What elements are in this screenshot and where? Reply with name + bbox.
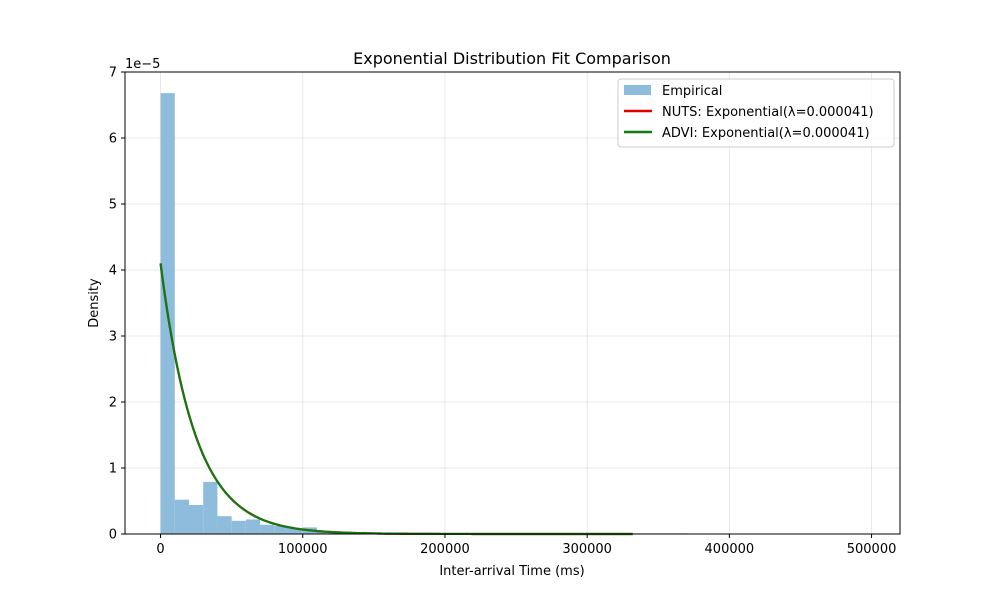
y-tick-label-2: 2 — [109, 396, 117, 411]
legend-label-empirical: Empirical — [662, 84, 722, 99]
x-tick-label-5: 500000 — [847, 542, 897, 557]
x-axis-ticks: 0 100000 200000 300000 400000 500000 — [156, 534, 896, 557]
x-axis-label: Inter-arrival Time (ms) — [439, 564, 584, 579]
legend-label-advi: ADVI: Exponential(λ=0.000041) — [662, 126, 870, 141]
y-tick-label-3: 3 — [109, 330, 117, 345]
y-axis-ticks: 0 1 2 3 4 5 6 7 — [109, 66, 125, 543]
legend-box — [617, 78, 895, 148]
y-axis-label: Density — [87, 278, 102, 328]
histogram-bar-4 — [217, 516, 232, 534]
x-tick-label-1: 100000 — [278, 542, 328, 557]
histogram-bar-11 — [316, 531, 332, 534]
y-tick-label-6: 6 — [109, 132, 117, 147]
y-tick-label-4: 4 — [109, 264, 117, 279]
x-tick-label-0: 0 — [156, 542, 164, 557]
x-tick-label-4: 400000 — [705, 542, 755, 557]
y-tick-label-0: 0 — [109, 528, 117, 543]
x-tick-label-2: 200000 — [420, 542, 470, 557]
legend: Empirical NUTS: Exponential(λ=0.000041) … — [617, 78, 895, 148]
histogram-bar-1 — [174, 499, 189, 534]
x-tick-label-3: 300000 — [562, 542, 612, 557]
legend-label-nuts: NUTS: Exponential(λ=0.000041) — [662, 105, 874, 120]
y-offset-text: 1e−5 — [125, 57, 160, 72]
histogram-bar-8 — [274, 526, 289, 534]
y-tick-label-5: 5 — [109, 198, 117, 213]
chart-title: Exponential Distribution Fit Comparison — [353, 49, 671, 68]
histogram-bar-6 — [245, 519, 261, 534]
y-tick-label-7: 7 — [109, 66, 117, 81]
histogram-bar-9 — [288, 528, 303, 534]
histogram-bar-3 — [203, 481, 218, 534]
y-tick-label-1: 1 — [109, 462, 117, 477]
plot-frame — [124, 71, 901, 535]
histogram-bar-7 — [260, 524, 275, 534]
histogram-bar-2 — [188, 504, 204, 534]
legend-swatch-empirical — [624, 85, 651, 95]
histogram-bar-5 — [231, 520, 246, 534]
